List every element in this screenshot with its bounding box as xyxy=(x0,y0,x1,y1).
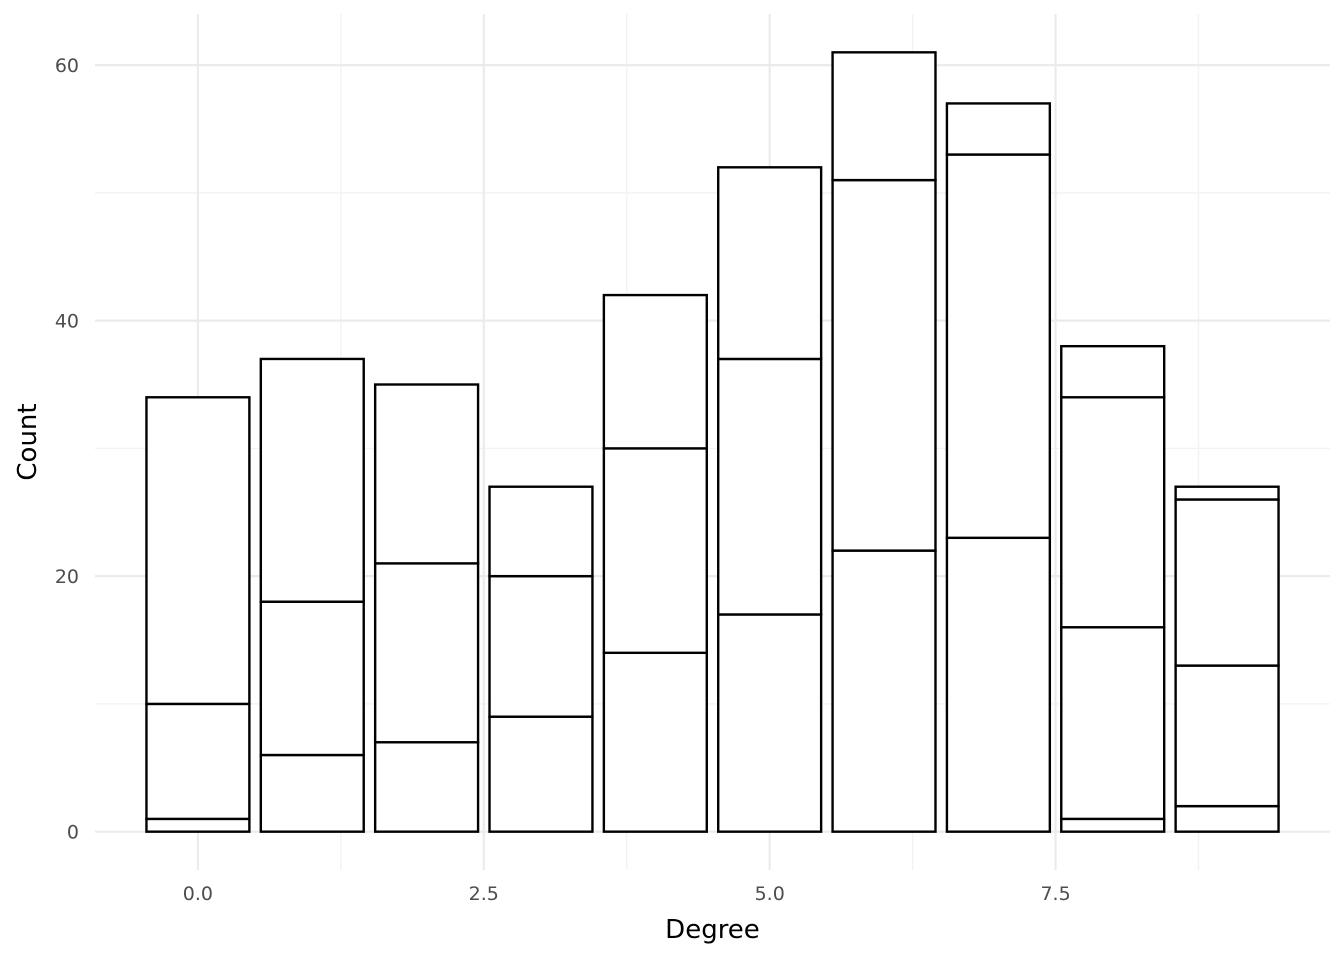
bar-segment xyxy=(831,549,937,833)
bar-segment xyxy=(945,102,1052,156)
x-tick-label: 2.5 xyxy=(469,883,499,905)
bar-segment xyxy=(602,293,708,450)
y-tick-label: 20 xyxy=(55,566,79,588)
bar-segment xyxy=(259,753,365,833)
bar-segment xyxy=(1060,396,1166,629)
bar-segment xyxy=(145,702,251,821)
bar-segment xyxy=(945,536,1052,833)
bar-segment xyxy=(602,447,708,655)
bar-segment xyxy=(373,562,480,744)
x-tick-label: 0.0 xyxy=(183,883,213,905)
y-tick-labels: 0 20 40 60 xyxy=(55,55,79,844)
bar-segment xyxy=(1060,344,1166,399)
y-tick-label: 40 xyxy=(55,311,79,333)
bar-segment xyxy=(945,153,1052,540)
bar-segment xyxy=(1174,804,1280,833)
bar-segment xyxy=(1060,626,1166,821)
bar-segment xyxy=(488,485,594,578)
bar-segment xyxy=(1174,485,1280,501)
x-tick-label: 5.0 xyxy=(755,883,785,905)
bar-segment xyxy=(488,715,594,833)
bar-segment xyxy=(831,178,937,552)
y-axis-title: Count xyxy=(13,403,43,480)
bar-segment xyxy=(373,383,480,565)
y-tick-label: 60 xyxy=(55,55,79,77)
y-tick-label: 0 xyxy=(67,822,79,844)
bar-segment xyxy=(717,357,823,616)
bar-segment xyxy=(259,600,365,757)
bar-segment xyxy=(1174,664,1280,808)
bar-segment xyxy=(602,651,708,833)
bar-segment xyxy=(831,51,937,182)
x-tick-labels: 0.0 2.5 5.0 7.5 xyxy=(183,883,1071,905)
bar-segment xyxy=(145,817,251,833)
bar-segment xyxy=(1174,498,1280,667)
bars xyxy=(145,51,1280,833)
bar-segment xyxy=(717,166,823,361)
bar-segment xyxy=(259,357,365,603)
x-axis-title: Degree xyxy=(665,915,760,945)
bar-segment xyxy=(488,574,594,718)
bar-segment xyxy=(145,396,251,706)
bar-segment xyxy=(717,613,823,833)
bar-segment xyxy=(1060,817,1166,833)
bar-segment xyxy=(373,741,480,833)
x-tick-label: 7.5 xyxy=(1040,883,1070,905)
